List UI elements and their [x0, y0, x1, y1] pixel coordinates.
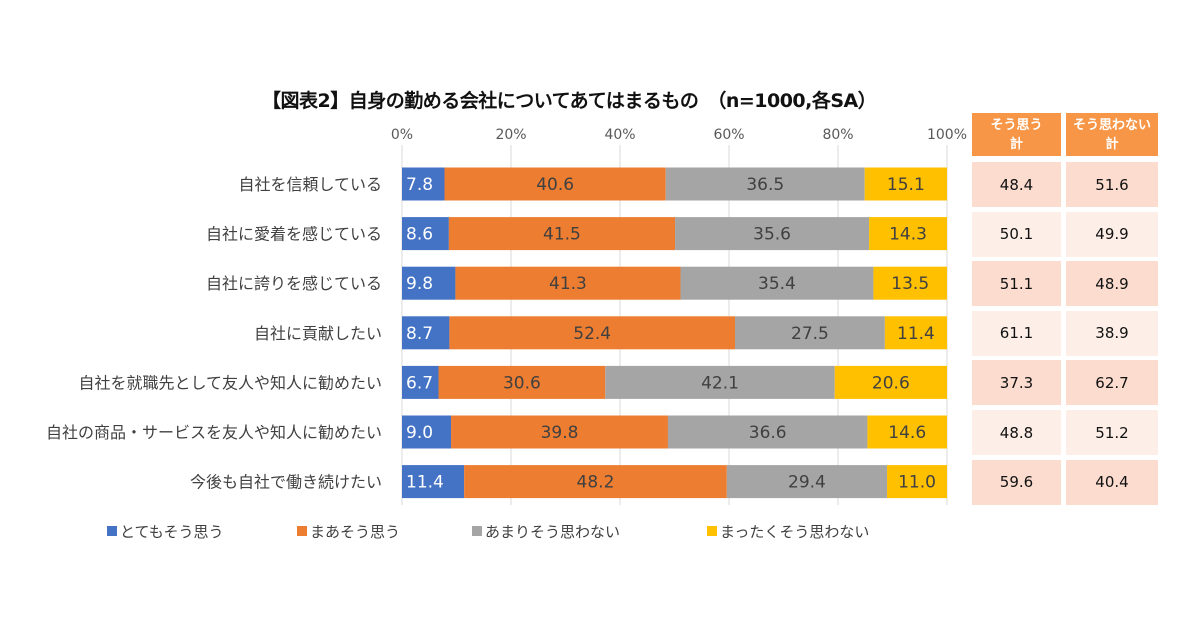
data-label: 41.5	[543, 225, 581, 245]
legend-swatch	[707, 526, 717, 536]
chart-title: 【図表2】自身の勤める会社についてあてはまるもの （n=1000,各SA）	[262, 90, 877, 112]
x-tick-label: 100%	[927, 127, 967, 143]
data-label: 14.6	[888, 423, 926, 443]
category-label: 自社に愛着を感じている	[206, 225, 382, 244]
table-cell: 37.3	[972, 360, 1061, 406]
data-label: 41.3	[549, 274, 587, 294]
x-tick-label: 40%	[604, 127, 635, 143]
bar-segment	[834, 365, 947, 399]
table-cell: 48.4	[972, 162, 1061, 207]
table-cell: 49.9	[1066, 211, 1158, 257]
table-cell: 48.9	[1066, 261, 1158, 307]
bar-segment	[675, 217, 870, 251]
legend-label: まあそう思う	[310, 523, 400, 541]
data-label: 11.4	[406, 473, 444, 493]
bar-segment	[734, 316, 885, 350]
table-cell: 51.1	[972, 261, 1061, 307]
bar-segment	[451, 415, 668, 449]
bar-segment	[665, 167, 865, 201]
data-label: 35.4	[758, 274, 796, 294]
data-label: 39.8	[541, 423, 579, 443]
category-label: 自社の商品・サービスを友人や知人に勧めたい	[46, 423, 382, 442]
bar-segment	[438, 365, 606, 399]
data-label: 35.6	[753, 225, 791, 245]
bar-segment	[667, 415, 868, 449]
legend-label: まったくそう思わない	[720, 523, 869, 541]
data-label: 13.5	[891, 274, 929, 294]
bar-segment	[873, 266, 947, 300]
legend-swatch	[297, 526, 307, 536]
data-label: 9.0	[406, 423, 433, 443]
table-cell: 50.1	[972, 211, 1061, 257]
data-label: 36.6	[749, 423, 787, 443]
table-header: そう思わない計	[1066, 113, 1158, 156]
table-cell: 61.1	[972, 310, 1061, 356]
data-label: 6.7	[406, 373, 433, 393]
data-label: 14.3	[889, 225, 927, 245]
category-label: 自社を就職先として友人や知人に勧めたい	[78, 373, 382, 392]
bar-segment	[402, 167, 445, 201]
table-cell: 38.9	[1066, 310, 1158, 356]
table-cell: 48.8	[972, 410, 1061, 455]
data-label: 8.7	[406, 324, 433, 344]
category-label: 自社に貢献したい	[254, 324, 382, 343]
bar-segment	[867, 415, 947, 449]
bar-segment	[864, 167, 947, 201]
data-label: 7.8	[406, 175, 433, 195]
data-label: 42.1	[701, 373, 739, 393]
bar-segment	[605, 365, 835, 399]
data-label: 9.8	[406, 274, 433, 294]
bar-segment	[402, 217, 449, 251]
table-cell: 40.4	[1066, 459, 1158, 505]
bar-segment	[680, 266, 874, 300]
bar-segment	[402, 316, 450, 350]
bar-segment	[455, 266, 681, 300]
bar-segment	[402, 415, 452, 449]
legend-label: とてもそう思う	[120, 523, 224, 541]
category-label: 今後も自社で働き続けたい	[190, 473, 382, 492]
bar-segment	[402, 266, 456, 300]
bar-segment	[448, 217, 676, 251]
x-tick-label: 20%	[495, 127, 526, 143]
legend-label: あまりそう思わない	[485, 523, 620, 541]
category-label: 自社を信頼している	[238, 175, 382, 194]
data-label: 8.6	[406, 225, 433, 245]
table-cell: 51.6	[1066, 162, 1158, 207]
x-tick-label: 80%	[822, 127, 853, 143]
table-cell: 62.7	[1066, 360, 1158, 406]
data-label: 48.2	[577, 473, 615, 493]
category-label: 自社に誇りを感じている	[206, 274, 382, 293]
bar-segment	[402, 465, 465, 499]
data-label: 11.4	[897, 324, 935, 344]
data-label: 15.1	[887, 175, 925, 195]
data-label: 40.6	[536, 175, 574, 195]
bar-segment	[869, 217, 947, 251]
bar-segment	[884, 316, 947, 350]
bar-segment	[464, 465, 727, 499]
bar-segment	[449, 316, 735, 350]
legend-swatch	[472, 526, 482, 536]
x-tick-label: 60%	[713, 127, 744, 143]
data-label: 30.6	[503, 373, 541, 393]
table-cell: 51.2	[1066, 410, 1158, 455]
bar-segment	[402, 365, 439, 399]
data-label: 27.5	[791, 324, 829, 344]
data-label: 20.6	[872, 373, 910, 393]
x-tick-label: 0%	[391, 127, 413, 143]
data-label: 29.4	[788, 473, 826, 493]
data-label: 36.5	[746, 175, 784, 195]
data-label: 11.0	[898, 473, 936, 493]
bar-segment	[444, 167, 666, 201]
legend-swatch	[107, 526, 117, 536]
data-label: 52.4	[573, 324, 611, 344]
table-cell: 59.6	[972, 459, 1061, 505]
bar-segment	[726, 465, 888, 499]
table-header: そう思う計	[972, 113, 1061, 156]
bar-segment	[887, 465, 947, 499]
